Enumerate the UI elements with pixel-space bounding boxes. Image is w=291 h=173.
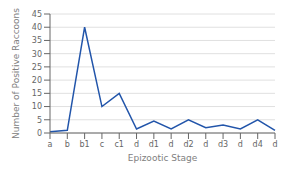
svg-text:Epizootic Stage: Epizootic Stage bbox=[128, 153, 198, 163]
svg-text:40: 40 bbox=[32, 23, 42, 32]
svg-text:d: d bbox=[169, 140, 174, 149]
svg-text:25: 25 bbox=[32, 63, 42, 72]
svg-text:d2: d2 bbox=[183, 140, 193, 149]
svg-text:0: 0 bbox=[37, 129, 42, 138]
svg-text:d: d bbox=[203, 140, 208, 149]
svg-text:20: 20 bbox=[32, 76, 42, 85]
svg-text:30: 30 bbox=[32, 50, 42, 59]
svg-text:d: d bbox=[238, 140, 243, 149]
svg-text:a: a bbox=[48, 140, 53, 149]
svg-text:b1: b1 bbox=[80, 140, 90, 149]
svg-text:Number of Positive Raccoons: Number of Positive Raccoons bbox=[11, 8, 21, 139]
svg-text:d1: d1 bbox=[149, 140, 159, 149]
svg-text:15: 15 bbox=[32, 89, 42, 98]
svg-text:10: 10 bbox=[32, 102, 42, 111]
svg-text:d: d bbox=[272, 140, 277, 149]
svg-text:c1: c1 bbox=[114, 140, 124, 149]
svg-text:b: b bbox=[65, 140, 70, 149]
svg-text:35: 35 bbox=[32, 36, 42, 45]
svg-text:d3: d3 bbox=[218, 140, 228, 149]
svg-text:d4: d4 bbox=[253, 140, 263, 149]
svg-text:45: 45 bbox=[32, 10, 42, 19]
svg-text:d: d bbox=[134, 140, 139, 149]
svg-text:c: c bbox=[100, 140, 104, 149]
svg-text:5: 5 bbox=[37, 116, 42, 125]
